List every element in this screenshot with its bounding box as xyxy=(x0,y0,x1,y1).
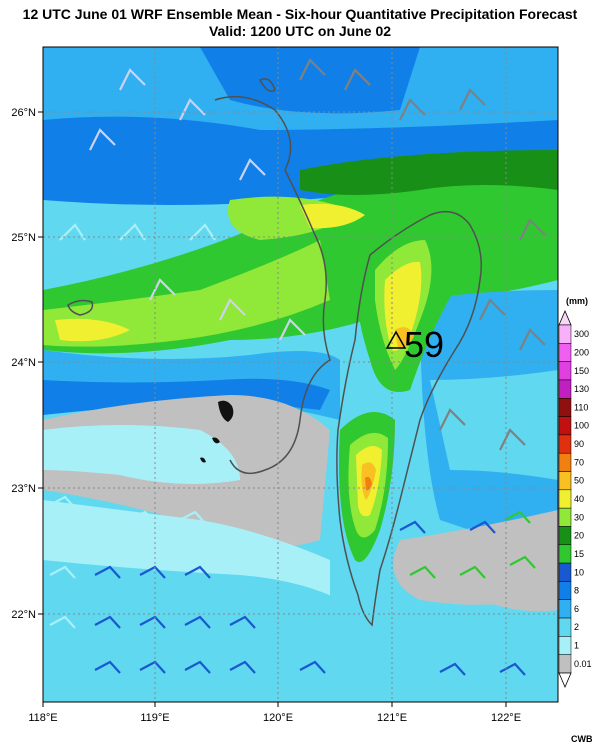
legend-unit: (mm) xyxy=(566,296,588,306)
lat-label: 23°N xyxy=(11,483,36,495)
rain-region xyxy=(380,600,558,702)
legend-label: 300 xyxy=(574,329,589,339)
rain-region xyxy=(430,370,558,480)
legend-label: 20 xyxy=(574,531,584,541)
legend-label: 150 xyxy=(574,366,589,376)
rain-region xyxy=(300,203,365,229)
rain-region xyxy=(43,378,330,415)
legend-label: 6 xyxy=(574,604,579,614)
legend-label: 30 xyxy=(574,512,584,522)
legend-label: 40 xyxy=(574,494,584,504)
rain-region xyxy=(300,150,558,195)
legend-swatch xyxy=(558,581,572,600)
lon-label: 122°E xyxy=(491,712,521,724)
legend-arrow-down-icon xyxy=(558,672,572,689)
legend-swatch xyxy=(558,471,572,491)
legend-swatch xyxy=(558,562,572,582)
legend-label: 0.01 xyxy=(574,659,592,669)
rain-region xyxy=(480,573,558,612)
legend-label: 90 xyxy=(574,439,584,449)
plot-frame xyxy=(42,46,559,703)
rain-region xyxy=(395,327,414,349)
axis-ticks xyxy=(38,111,507,707)
legend-label: 2 xyxy=(574,622,579,632)
rain-region xyxy=(365,476,372,491)
lon-label: 118°E xyxy=(28,712,57,724)
rain-region xyxy=(43,425,240,484)
legend-label: 110 xyxy=(574,402,588,412)
legend-swatch xyxy=(558,526,572,546)
legend-swatch xyxy=(558,434,572,454)
legend-swatch xyxy=(558,379,572,399)
lon-label: 120°E xyxy=(263,712,293,724)
legend-swatch xyxy=(558,544,572,564)
lat-label: 22°N xyxy=(11,609,36,621)
lat-label: 24°N xyxy=(11,357,36,369)
rain-region xyxy=(200,47,420,114)
legend-label: 8 xyxy=(574,586,579,596)
lat-label: 26°N xyxy=(11,107,36,119)
islands xyxy=(200,400,234,463)
valid-time: Valid: 1200 UTC on June 02 xyxy=(208,23,392,39)
lon-label: 121°E xyxy=(377,712,407,724)
legend-label: 70 xyxy=(574,457,584,467)
legend-label: 50 xyxy=(574,476,584,486)
legend-swatch xyxy=(558,416,572,436)
max-value: 59 xyxy=(404,324,444,365)
legend-swatch xyxy=(558,654,572,674)
rain-region xyxy=(55,318,130,342)
legend-arrow-up-icon xyxy=(558,309,572,326)
legend-label: 100 xyxy=(574,421,589,431)
legend-swatch xyxy=(558,489,572,509)
legend-label: 15 xyxy=(574,549,584,559)
credit: CWB xyxy=(571,734,593,744)
lat-label: 25°N xyxy=(11,232,36,244)
coastline xyxy=(67,78,482,627)
rain-region xyxy=(384,261,422,351)
graticule xyxy=(43,47,558,702)
max-triangle-icon xyxy=(385,330,407,349)
legend-swatch xyxy=(558,452,572,472)
legend-swatch xyxy=(558,617,572,637)
legend-swatch xyxy=(558,636,572,655)
lon-label: 119°E xyxy=(140,712,169,724)
legend: 300 200 150 130 110 100 90 70 50 40 30 20 15 10 8 6 2 1 0.… xyxy=(558,309,592,689)
rain-region xyxy=(43,240,330,347)
legend-swatch xyxy=(558,398,572,417)
legend-swatch xyxy=(558,599,572,619)
legend-swatch xyxy=(558,507,572,527)
legend-label: 10 xyxy=(574,567,584,577)
legend-swatch xyxy=(558,361,572,381)
legend-label: 200 xyxy=(574,347,589,357)
rain-region xyxy=(43,560,340,702)
legend-label: 130 xyxy=(574,384,589,394)
legend-swatch xyxy=(558,324,572,344)
map-title: 12 UTC June 01 WRF Ensemble Mean - Six-h… xyxy=(22,6,578,22)
legend-swatch xyxy=(558,343,572,362)
legend-label: 1 xyxy=(574,641,579,651)
